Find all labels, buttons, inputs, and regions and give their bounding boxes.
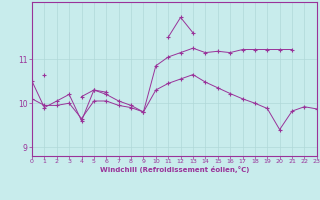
X-axis label: Windchill (Refroidissement éolien,°C): Windchill (Refroidissement éolien,°C) [100, 166, 249, 173]
